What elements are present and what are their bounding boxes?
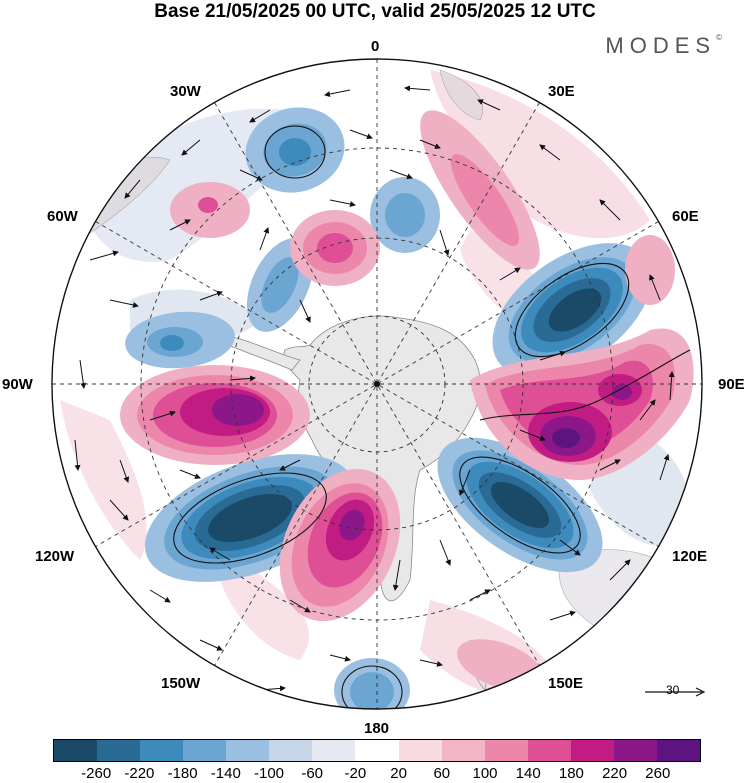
wind-vectors xyxy=(74,85,675,692)
map-boundary xyxy=(51,58,703,710)
colorbar-swatch-7 xyxy=(355,740,399,761)
colorbar-swatch-11 xyxy=(527,740,571,761)
south-pole-marker xyxy=(374,381,380,387)
modes-logo: MODES© xyxy=(605,33,722,59)
colorbar-tick-label: -20 xyxy=(344,765,367,782)
antarctica-landmass xyxy=(283,315,481,602)
lon-label-30w: 30W xyxy=(170,83,201,100)
colorbar-swatch-3 xyxy=(183,740,227,761)
lat-lon-grid xyxy=(52,59,702,709)
colorbar-swatch-9 xyxy=(441,740,485,761)
colorbar-tick-label: 140 xyxy=(515,765,541,782)
colorbar-tick-label: 60 xyxy=(433,765,451,782)
colorbar-tick-label: 100 xyxy=(472,765,498,782)
colorbar-swatch-2 xyxy=(140,740,184,761)
colorbar-tick-label: -260 xyxy=(81,765,112,782)
colorbar xyxy=(53,739,701,762)
colorbar-tick-label: -180 xyxy=(167,765,198,782)
map-disk xyxy=(52,59,702,709)
colorbar-swatch-14 xyxy=(656,740,700,761)
colorbar-swatch-6 xyxy=(312,740,356,761)
lon-label-150w: 150W xyxy=(161,675,201,692)
colorbar-tick-label: -100 xyxy=(253,765,285,782)
map-title: Base 21/05/2025 00 UTC, valid 25/05/2025… xyxy=(154,1,596,22)
height-contours xyxy=(173,125,691,709)
colorbar-tick-label: -140 xyxy=(210,765,241,782)
colorbar-tick-label: -60 xyxy=(301,765,324,782)
colorbar-swatch-8 xyxy=(398,740,442,761)
colorbar-swatch-4 xyxy=(226,740,270,761)
lon-label-90e: 90E xyxy=(718,376,745,393)
reference-vector-label: 30 xyxy=(666,683,680,697)
colorbar-swatch-12 xyxy=(570,740,614,761)
lon-label-150e: 150E xyxy=(548,675,584,692)
colorbar-swatch-5 xyxy=(269,740,313,761)
brand-mark: © xyxy=(716,33,722,42)
colorbar-tick-label: 260 xyxy=(645,765,671,782)
positive-anomalies xyxy=(120,110,694,691)
colorbar-tick-label: -220 xyxy=(124,765,155,782)
brand-name: MODES xyxy=(605,33,717,58)
colorbar-swatch-1 xyxy=(97,740,141,761)
africa-tip xyxy=(439,69,483,121)
lon-label-60w: 60W xyxy=(47,208,78,225)
colorbar-swatch-0 xyxy=(54,740,98,761)
lon-label-120w: 120W xyxy=(35,548,75,565)
lon-label-90w: 90W xyxy=(2,376,33,393)
lon-label-60e: 60E xyxy=(672,208,699,225)
negative-anomalies xyxy=(125,107,652,709)
colorbar-swatch-10 xyxy=(484,740,528,761)
lon-label-0: 0 xyxy=(371,38,380,55)
lon-label-120e: 120E xyxy=(672,548,708,565)
lon-label-30e: 30E xyxy=(548,83,575,100)
lon-label-180: 180 xyxy=(364,720,390,737)
colorbar-tick-label: 220 xyxy=(602,765,628,782)
colorbar-swatch-13 xyxy=(613,740,657,761)
colorbar-tick-label: 180 xyxy=(558,765,584,782)
reference-vector-arrow xyxy=(645,687,706,697)
colorbar-tick-label: 20 xyxy=(390,765,407,782)
